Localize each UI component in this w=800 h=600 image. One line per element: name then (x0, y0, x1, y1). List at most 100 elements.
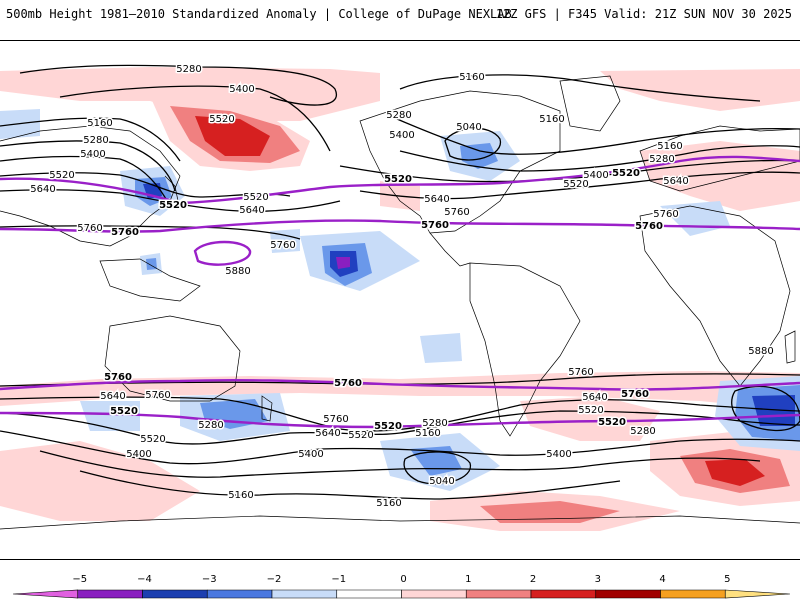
colorbar-segments (12, 589, 791, 599)
contour-5640-atlantic (359, 171, 800, 200)
thickness-label: 5520 (374, 421, 402, 432)
contour-5280-north (19, 64, 338, 106)
colorbar-segment (206, 589, 273, 599)
positive-anomaly-band-north (0, 67, 380, 121)
colorbar-tick: −4 (137, 574, 152, 585)
coastline-asia (0, 125, 181, 247)
contour-label: 5280 (649, 154, 674, 165)
thickness-label: 5760 (421, 220, 449, 231)
colorbar-segment (660, 589, 726, 599)
contour-5640-asia (0, 189, 341, 212)
contour-5160-south (79, 470, 621, 500)
thickness-5880-loop (193, 240, 252, 266)
contour-label: 5160 (87, 118, 112, 129)
contour-label: 5640 (100, 391, 125, 402)
contour-5400-north-pacific (59, 85, 331, 152)
thickness-label: 5760 (621, 389, 649, 400)
contour-5040-south-low (403, 451, 471, 485)
thickness-label: 5760 (104, 372, 132, 383)
contour-label: 5880 (748, 346, 773, 357)
contour-label: 5160 (415, 428, 440, 439)
positive-anomaly-indian-peak (705, 459, 765, 486)
contour-label: 5760 (270, 240, 295, 251)
negative-anomaly-canada-core (460, 143, 498, 169)
contour-label: 5640 (582, 392, 607, 403)
contour-label: 5760 (77, 223, 102, 234)
contour-label: 5520 (243, 192, 268, 203)
colorbar-segment (465, 589, 532, 599)
model-run-label: 12Z GFS | F345 Valid: 21Z SUN NOV 30 202… (495, 7, 792, 21)
negative-anomaly-south-indian (80, 401, 140, 431)
positive-anomaly-band-north (600, 69, 800, 111)
coastline-north-america (359, 90, 561, 234)
contour-label: 5280 (422, 418, 447, 429)
contour-label: 5520 (140, 434, 165, 445)
colorbar-segment (142, 589, 208, 599)
coastline-africa (639, 205, 791, 387)
contour-label: 5280 (83, 135, 108, 146)
thickness-lines (0, 155, 800, 429)
coastline-greenland (559, 75, 621, 132)
contour-label: 5760 (568, 367, 593, 378)
colorbar-tick-labels: −5 −4 −3 −2 −1 0 1 2 3 4 5 (72, 574, 730, 585)
thickness-label: 5520 (384, 174, 412, 185)
contour-label: 5400 (229, 84, 254, 95)
contour-label: 5640 (30, 184, 55, 195)
contour-label: 5280 (630, 426, 655, 437)
coastline-maritime-continent (99, 258, 201, 302)
colorbar-segment (271, 589, 338, 599)
colorbar-segment (336, 589, 402, 599)
contour-5280-asia (0, 140, 176, 192)
map-panel: 5280 5400 5160 5160 5160 5280 5400 5520 5280 5400… (0, 40, 800, 560)
colorbar-tick: −1 (331, 574, 346, 585)
contour-label: 5640 (424, 194, 449, 205)
colorbar-tick: 4 (659, 574, 665, 585)
contour-label: 5520 (209, 114, 234, 125)
coastline-antarctica (0, 515, 800, 530)
contour-5520-south (0, 410, 800, 445)
contour-label: 5160 (376, 498, 401, 509)
coastline-new-zealand (261, 395, 273, 422)
thickness-label: 5520 (159, 200, 187, 211)
contour-label: 5520 (348, 430, 373, 441)
contour-5400-south (0, 430, 800, 465)
thickness-label: 5760 (334, 378, 362, 389)
contour-label: 5760 (444, 207, 469, 218)
contour-label: 5400 (583, 170, 608, 181)
anomaly-shading (0, 67, 800, 531)
positive-anomaly-antarctic-core (480, 501, 620, 523)
contour-label: 5760 (145, 390, 170, 401)
contour-5520-asia (0, 172, 291, 198)
colorbar-segment (724, 589, 791, 599)
contour-label: 5760 (653, 209, 678, 220)
thickness-label: 5760 (111, 227, 139, 238)
negative-anomaly-tropics-small-2 (270, 229, 300, 253)
contour-label: 5640 (239, 205, 264, 216)
thickness-label: 5520 (110, 406, 138, 417)
negative-anomaly-tropics-peak (336, 257, 350, 269)
positive-anomaly-antarctic (0, 441, 200, 521)
positive-anomaly-south-atlantic (520, 396, 660, 441)
contour-label: 5160 (459, 72, 484, 83)
contour-label: 5160 (657, 141, 682, 152)
contour-label: 5280 (176, 64, 201, 75)
thickness-5520-south (0, 411, 800, 429)
coastline-australia (104, 315, 241, 402)
contour-label: 5640 (315, 428, 340, 439)
contour-label: 5640 (663, 176, 688, 187)
contour-label: 5160 (539, 114, 564, 125)
contour-label: 5400 (80, 149, 105, 160)
contour-5400-south-low (731, 385, 800, 432)
colorbar-tick: −2 (267, 574, 282, 585)
colorbar-tick: 2 (530, 574, 536, 585)
contour-label: 5040 (456, 122, 481, 133)
colorbar-tick: −5 (72, 574, 87, 585)
coastline-europe (639, 125, 800, 192)
contour-label: 5520 (578, 405, 603, 416)
contour-label: 5520 (49, 170, 74, 181)
colorbar-tick: 5 (724, 574, 730, 585)
colorbar-segment (530, 589, 597, 599)
colorbar-tick: 1 (465, 574, 471, 585)
contour-5280-atlantic (389, 115, 800, 155)
